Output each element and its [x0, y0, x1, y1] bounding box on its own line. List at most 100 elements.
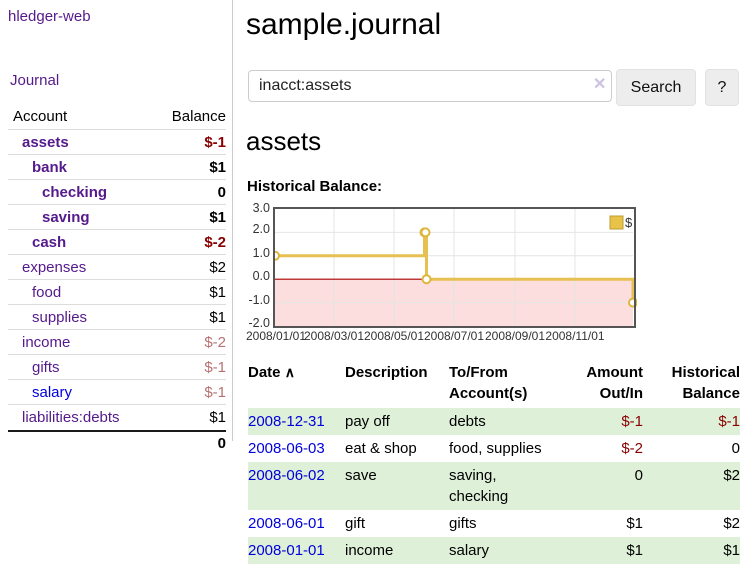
x-tick-label: 2008/07/01: [423, 329, 485, 343]
transaction-amount: $1: [626, 515, 643, 532]
account-balance: $-2: [204, 333, 226, 351]
account-row-assets: assets $-1: [8, 130, 226, 155]
transaction-description: income: [345, 542, 394, 559]
transaction-date-link[interactable]: 2008-06-03: [248, 440, 325, 457]
account-balance: 0: [217, 183, 226, 201]
column-header-date[interactable]: Date ∧: [248, 364, 295, 381]
transaction-amount: $1: [626, 542, 643, 559]
transaction-description: pay off: [345, 413, 390, 430]
transaction-balance: $2: [723, 515, 740, 532]
account-link-salary[interactable]: salary: [32, 383, 73, 401]
chart-title: Historical Balance:: [247, 178, 383, 195]
account-link-gifts[interactable]: gifts: [32, 358, 60, 376]
account-balance: $1: [209, 158, 226, 176]
account-row-cash: cash $-2: [8, 230, 226, 255]
account-link-income[interactable]: income: [22, 333, 71, 351]
accounts-header-balance: Balance: [171, 108, 226, 125]
transaction-date-link[interactable]: 2008-12-31: [248, 413, 325, 430]
table-row[interactable]: 2008-06-03 eat & shop food, supplies $-2…: [248, 435, 740, 462]
y-tick-label: 0.0: [252, 269, 270, 283]
account-row-liabilities-debts: liabilities:debts $1: [8, 405, 226, 430]
account-row-bank: bank $1: [8, 155, 226, 180]
transaction-description: eat & shop: [345, 440, 417, 457]
transaction-amount: $-2: [621, 440, 643, 457]
account-link-assets[interactable]: assets: [22, 133, 69, 151]
transaction-date-link[interactable]: 2008-06-01: [248, 515, 325, 532]
transaction-balance: $2: [723, 467, 740, 484]
help-button[interactable]: ?: [705, 69, 739, 106]
legend-swatch-icon: [609, 215, 624, 230]
page-title: sample.journal: [246, 8, 442, 41]
account-balance: $1: [209, 308, 226, 326]
accounts-header-row: Account Balance: [8, 104, 226, 130]
column-header-balance: Historical Balance: [671, 364, 740, 402]
table-row[interactable]: 2008-06-02 save saving, checking 0 $2: [248, 462, 740, 510]
register-header-row: Date ∧ Description To/From Account(s) Am…: [248, 362, 740, 408]
transaction-description: save: [345, 467, 377, 484]
account-row-expenses: expenses $2: [8, 255, 226, 280]
account-balance: $1: [209, 409, 226, 426]
account-link-expenses[interactable]: expenses: [22, 258, 87, 276]
account-row-gifts: gifts $-1: [8, 355, 226, 380]
plot-border: [273, 207, 636, 328]
y-tick-label: 1.0: [252, 246, 270, 260]
account-balance: $-1: [204, 358, 226, 376]
table-row[interactable]: 2008-12-31 pay off debts $-1 $-1: [248, 408, 740, 435]
account-link-bank[interactable]: bank: [32, 158, 68, 176]
account-row-food: food $1: [8, 280, 226, 305]
transaction-date-link[interactable]: 2008-01-01: [248, 542, 325, 559]
transaction-balance: $-1: [718, 413, 740, 430]
chart-plot-area: $: [273, 207, 637, 328]
account-row-salary: salary $-1: [8, 380, 226, 405]
account-link-supplies[interactable]: supplies: [32, 308, 88, 326]
accounts-total-row: 0: [8, 430, 226, 455]
x-tick-label: 2008/01/01: [245, 329, 307, 343]
x-tick-label: 2008/05/01: [363, 329, 425, 343]
accounts-header-account: Account: [13, 108, 68, 125]
account-link-liabilities-debts[interactable]: liabilities:debts: [22, 409, 120, 426]
transaction-accounts: salary: [449, 542, 490, 559]
accounts-panel: Account Balance assets $-1 bank $1 check…: [8, 104, 226, 455]
app-brand-link[interactable]: hledger-web: [8, 8, 91, 25]
account-link-checking[interactable]: checking: [42, 183, 108, 201]
transaction-accounts: debts: [449, 413, 486, 430]
account-balance: $1: [209, 283, 226, 301]
search-input[interactable]: [248, 70, 612, 102]
column-header-description: Description: [345, 364, 428, 381]
transaction-description: gift: [345, 515, 366, 532]
account-row-income: income $-2: [8, 330, 226, 355]
x-tick-label: 2008/09/01: [484, 329, 546, 343]
column-header-tofrom: To/From Account(s): [449, 364, 528, 402]
account-link-saving[interactable]: saving: [42, 208, 90, 226]
column-header-amount: Amount Out/In: [586, 364, 643, 402]
x-tick-label: 2008/11/01: [545, 329, 605, 343]
legend-label: $: [625, 215, 633, 230]
account-link-food[interactable]: food: [32, 283, 62, 301]
transaction-balance: 0: [731, 440, 740, 457]
y-tick-label: -2.0: [248, 316, 270, 330]
account-balance: $1: [209, 208, 226, 226]
transaction-accounts: gifts: [449, 515, 477, 532]
transaction-amount: 0: [634, 467, 643, 484]
transaction-balance: $1: [723, 542, 740, 559]
transaction-amount: $-1: [621, 413, 643, 430]
account-link-cash[interactable]: cash: [32, 233, 67, 251]
y-tick-label: 2.0: [252, 222, 270, 236]
transaction-accounts: food, supplies: [449, 440, 542, 457]
table-row[interactable]: 2008-01-01 income salary $1 $1: [248, 537, 740, 564]
transaction-date-link[interactable]: 2008-06-02: [248, 467, 325, 484]
account-row-saving: saving $1: [8, 205, 226, 230]
clear-search-icon[interactable]: ✕: [593, 76, 607, 93]
account-row-supplies: supplies $1: [8, 305, 226, 330]
accounts-total-value: 0: [217, 435, 226, 452]
sidebar-divider: [232, 0, 233, 441]
account-row-checking: checking 0: [8, 180, 226, 205]
sidebar-item-journal[interactable]: Journal: [10, 72, 60, 89]
account-balance: $-2: [204, 233, 226, 251]
account-heading: assets: [246, 126, 322, 156]
account-balance: $-1: [204, 133, 226, 151]
table-row[interactable]: 2008-06-01 gift gifts $1 $2: [248, 510, 740, 537]
register-table: Date ∧ Description To/From Account(s) Am…: [248, 362, 740, 564]
transaction-accounts: saving, checking: [449, 467, 509, 505]
search-button[interactable]: Search: [616, 69, 696, 106]
